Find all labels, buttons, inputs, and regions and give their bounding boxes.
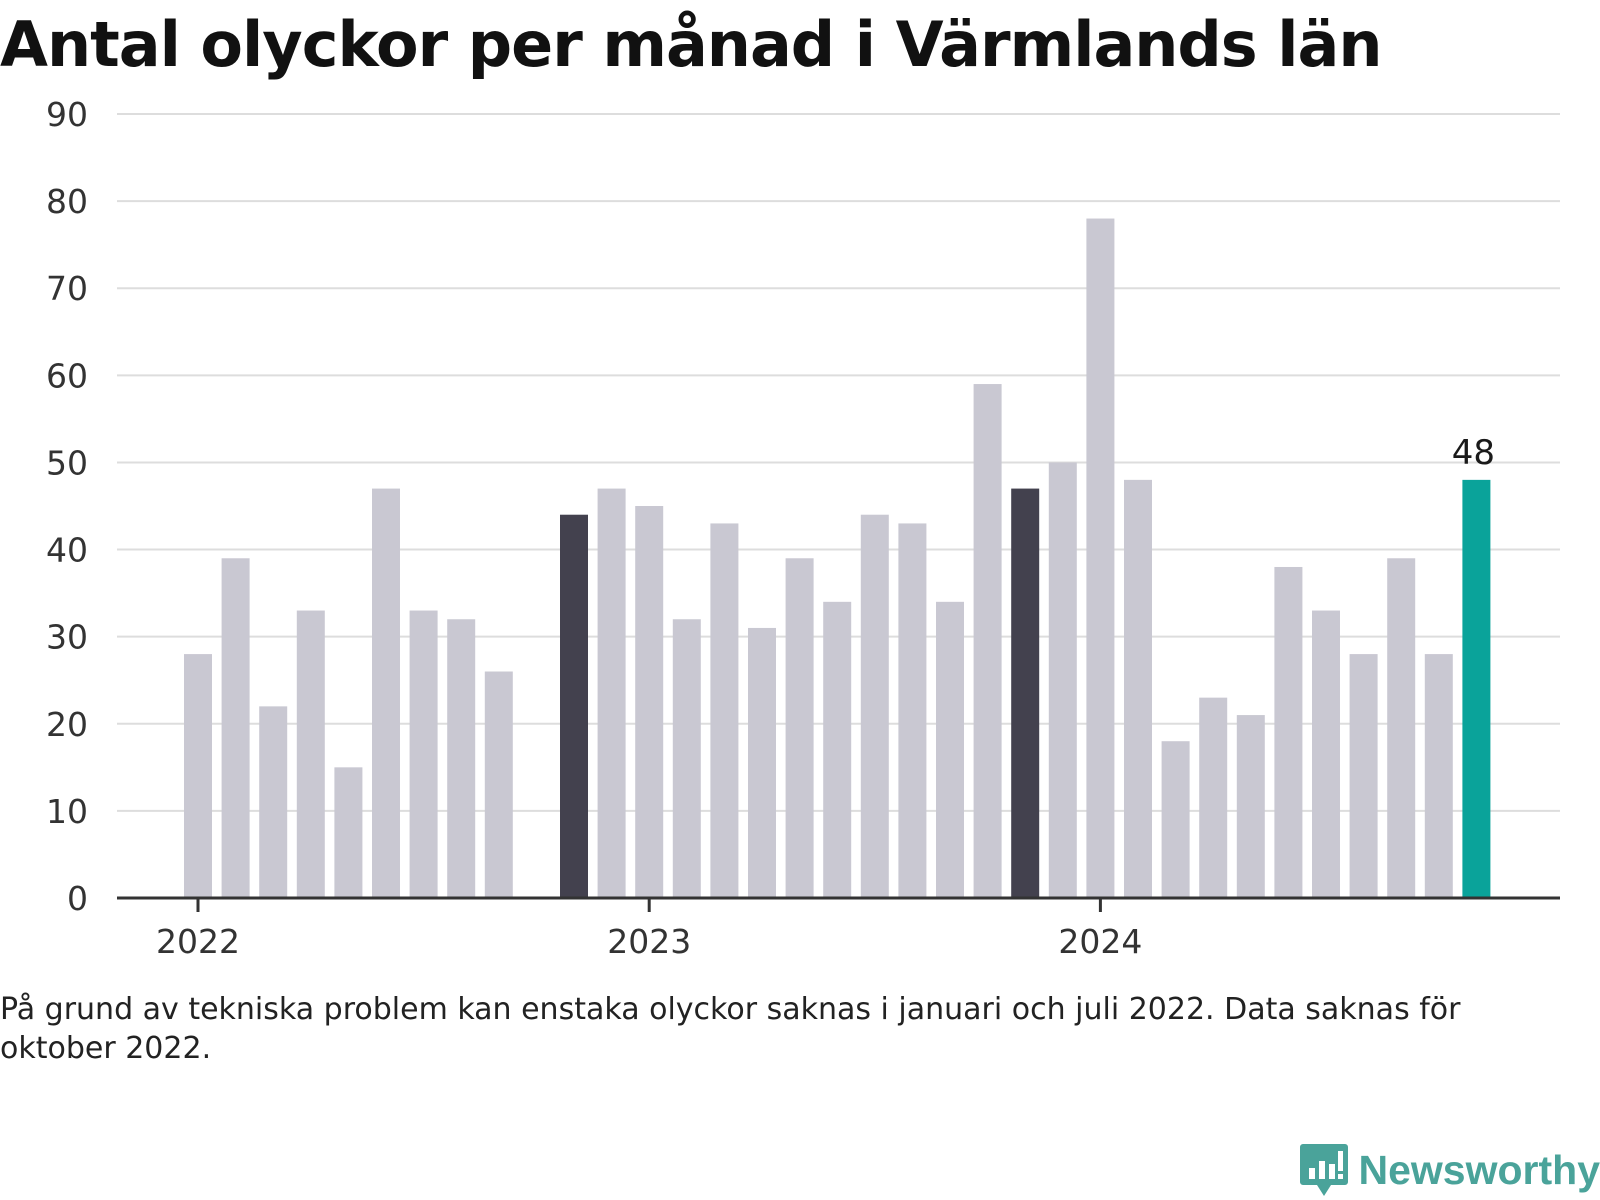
bar-2024-10 [1387,558,1416,898]
bar-2022-12 [560,514,588,898]
bar-2022-05 [296,610,325,898]
bar-2022-04 [259,706,288,898]
annotations: 48 [1452,433,1495,473]
y-tick-label: 20 [46,705,88,744]
bar-2024-05 [1199,697,1228,898]
bar-2024-06 [1236,715,1265,898]
chart-title: Antal olyckor per månad i Värmlands län [0,8,1383,81]
bar-2023-02 [635,506,664,898]
bar-2023-11 [973,384,1002,898]
bar-2023-05 [748,627,776,898]
bar-2022-06 [334,767,363,898]
bar-2022-03 [221,558,250,898]
y-tick-label: 10 [46,792,88,831]
y-axis-ticks: 0 10 20 30 40 50 60 70 80 90 [46,95,88,918]
x-tick-label: 2023 [607,922,691,960]
y-tick-label: 30 [46,618,88,657]
bar-2022-09 [447,619,476,898]
bar-2023-12 [1011,488,1040,898]
y-tick-label: 0 [67,879,88,918]
y-tick-label: 60 [46,356,88,395]
bar-chart: 0 10 20 30 40 50 60 70 80 90 2022 2023 2024 48 [46,95,1560,960]
bar-2024-04 [1161,741,1190,898]
bar-2022-10 [484,671,513,898]
bar-2024-11 [1424,654,1453,898]
brand-logo: Newsworthy [1299,1142,1600,1198]
y-tick-label: 50 [46,443,88,482]
bar-2023-07 [823,601,852,898]
bar-2022-07 [372,488,400,898]
y-tick-label: 80 [46,182,88,221]
bar-2024-08 [1312,610,1340,898]
bar-2023-09 [898,523,927,898]
brand-name: Newsworthy [1358,1146,1600,1193]
bar-2024-03 [1124,479,1152,898]
bar-2024-01 [1048,462,1077,898]
bar-2023-04 [710,523,739,898]
y-tick-label: 40 [46,531,88,570]
bar-2023-08 [860,514,889,898]
bar-2022-02 [184,654,212,898]
bar-2023-01 [597,488,626,898]
x-tick-label: 2024 [1058,922,1142,960]
y-tick-label: 70 [46,269,88,308]
latest-value-label: 48 [1452,433,1495,473]
newsworthy-logo-icon [1299,1144,1348,1196]
bars [184,218,1491,899]
bar-2024-12 [1462,479,1491,898]
bar-2023-06 [785,558,814,898]
x-axis: 2022 2023 2024 [117,896,1560,960]
footnote: På grund av tekniska problem kan enstaka… [0,992,1461,1066]
bar-2024-07 [1274,566,1303,898]
bar-2024-09 [1349,654,1378,898]
bar-2022-08 [409,610,438,898]
x-tick-label: 2022 [156,922,240,960]
bar-2023-03 [672,619,701,898]
bar-2024-02 [1086,218,1115,899]
y-tick-label: 90 [46,95,88,134]
bar-2023-10 [936,601,964,898]
